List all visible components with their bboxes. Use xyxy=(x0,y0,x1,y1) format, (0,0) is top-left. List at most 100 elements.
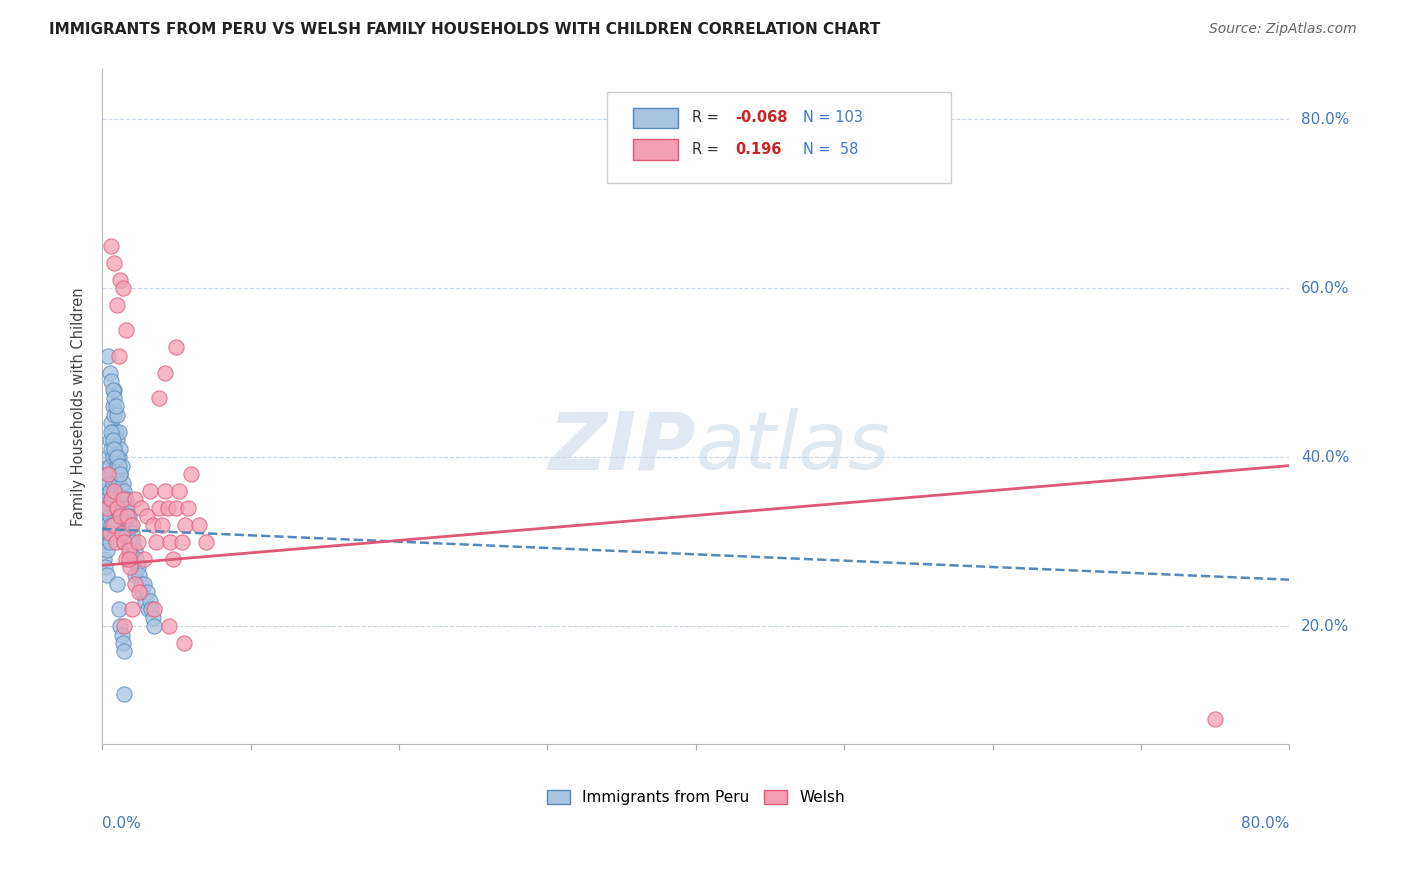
Point xyxy=(127,560,149,574)
Point xyxy=(122,534,145,549)
Point xyxy=(93,551,115,566)
Point xyxy=(96,543,118,558)
Point xyxy=(100,374,122,388)
Text: R =: R = xyxy=(692,111,724,126)
Point xyxy=(103,483,125,498)
Point xyxy=(124,568,146,582)
Point xyxy=(101,383,124,397)
Point xyxy=(108,467,131,481)
Point xyxy=(148,391,170,405)
Point xyxy=(104,450,127,465)
Point xyxy=(114,483,136,498)
Point xyxy=(101,500,124,515)
Point xyxy=(107,602,129,616)
FancyBboxPatch shape xyxy=(633,108,678,128)
Point xyxy=(97,450,120,465)
Point xyxy=(103,383,125,397)
Point xyxy=(136,602,159,616)
Point xyxy=(138,483,160,498)
Point xyxy=(98,526,121,541)
Point xyxy=(104,425,127,439)
Point xyxy=(107,475,129,490)
Point xyxy=(129,500,152,515)
Point xyxy=(124,492,146,507)
Point xyxy=(114,509,136,524)
Point xyxy=(118,509,141,524)
Text: 40.0%: 40.0% xyxy=(1302,450,1350,465)
Point xyxy=(98,458,121,473)
FancyBboxPatch shape xyxy=(607,92,950,184)
Point xyxy=(93,500,115,515)
Point xyxy=(118,551,141,566)
Point xyxy=(103,391,125,405)
Point xyxy=(94,534,117,549)
Point xyxy=(135,509,157,524)
Point xyxy=(98,366,121,380)
Point xyxy=(105,500,128,515)
Point xyxy=(121,551,143,566)
Text: N = 103: N = 103 xyxy=(803,111,863,126)
Point xyxy=(96,568,118,582)
Text: Source: ZipAtlas.com: Source: ZipAtlas.com xyxy=(1209,22,1357,37)
Point xyxy=(172,534,194,549)
Point xyxy=(156,500,179,515)
Point xyxy=(103,442,125,456)
Point xyxy=(187,517,209,532)
Point xyxy=(97,349,120,363)
Point xyxy=(180,467,202,481)
Point xyxy=(96,467,118,481)
Point xyxy=(111,475,134,490)
Point xyxy=(117,500,139,515)
Legend: Immigrants from Peru, Welsh: Immigrants from Peru, Welsh xyxy=(540,784,851,811)
Point xyxy=(145,534,167,549)
Y-axis label: Family Households with Children: Family Households with Children xyxy=(72,287,86,525)
Point xyxy=(1204,712,1226,726)
Point xyxy=(132,577,155,591)
Point xyxy=(105,408,128,422)
Point xyxy=(195,534,218,549)
Point xyxy=(101,450,124,465)
Point xyxy=(111,281,134,295)
Point xyxy=(107,349,129,363)
Point xyxy=(103,256,125,270)
Text: N =  58: N = 58 xyxy=(803,142,858,157)
Point xyxy=(100,239,122,253)
Point xyxy=(100,417,122,431)
Point xyxy=(121,602,143,616)
Point xyxy=(174,517,197,532)
Text: 0.0%: 0.0% xyxy=(103,816,141,831)
Point xyxy=(104,475,127,490)
Point xyxy=(107,425,129,439)
Text: 0.196: 0.196 xyxy=(735,142,782,157)
Text: ZIP: ZIP xyxy=(548,408,696,486)
Point xyxy=(148,500,170,515)
Point xyxy=(121,517,143,532)
Point xyxy=(107,458,129,473)
Point xyxy=(127,534,149,549)
Point xyxy=(165,500,187,515)
Point xyxy=(103,408,125,422)
Point xyxy=(165,340,187,354)
Point xyxy=(101,517,124,532)
Point xyxy=(111,500,134,515)
Point xyxy=(141,602,163,616)
Point xyxy=(98,534,121,549)
Point xyxy=(143,619,166,633)
Text: 80.0%: 80.0% xyxy=(1241,816,1289,831)
Point xyxy=(159,534,181,549)
Point xyxy=(132,551,155,566)
Point xyxy=(103,492,125,507)
Point xyxy=(173,636,195,650)
Point xyxy=(110,509,132,524)
Point xyxy=(117,509,139,524)
Point xyxy=(98,509,121,524)
Point xyxy=(120,543,142,558)
Point xyxy=(104,500,127,515)
Point xyxy=(108,273,131,287)
Point xyxy=(101,434,124,448)
Point xyxy=(94,560,117,574)
Point xyxy=(115,323,138,337)
Point xyxy=(103,517,125,532)
Point xyxy=(105,450,128,465)
Point xyxy=(111,636,134,650)
